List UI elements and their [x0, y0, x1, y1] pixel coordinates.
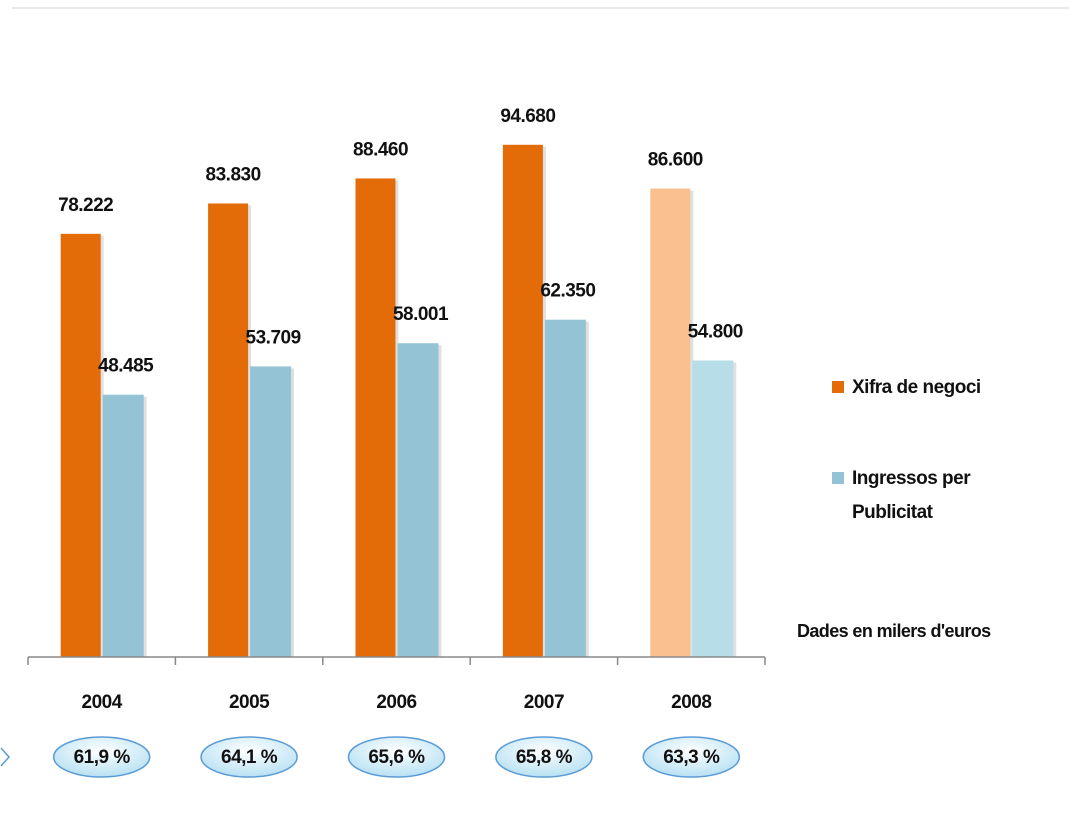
note: Dades en milers d'euros: [797, 621, 991, 641]
bar: [250, 366, 292, 657]
x-tick-label: 2008: [671, 692, 711, 713]
x-tick-label: 2004: [82, 692, 123, 713]
legend-label: Xifra de negoci: [852, 377, 981, 398]
legend-label: Ingressos per Publicitat: [852, 468, 971, 523]
bar: [208, 203, 249, 657]
value-label: 78.222: [58, 195, 113, 216]
legend-item: Ingressos per Publicitat: [832, 462, 1027, 530]
value-label: 62.350: [540, 281, 595, 302]
bar: [60, 233, 101, 658]
ratio-pill: [642, 736, 741, 778]
ratio-label: 63,3 %: [663, 747, 720, 768]
value-label: 54.800: [688, 322, 743, 343]
value-label: 86.600: [648, 150, 703, 171]
x-tick-label: 2007: [524, 692, 564, 713]
ratio-label: 61,9 %: [74, 747, 131, 768]
ratio-pill: [52, 736, 151, 778]
ratio-pill: [200, 736, 298, 778]
value-label: 48.485: [98, 356, 154, 377]
legend-swatch: [832, 381, 844, 393]
legend-swatch: [832, 472, 844, 484]
bar: [397, 343, 439, 657]
value-label: 53.709: [246, 327, 301, 348]
legend-item: Xifra de negoci: [832, 371, 1027, 405]
value-label: 58.001: [393, 304, 449, 325]
bar: [650, 188, 691, 657]
ratio-label: 64,1 %: [221, 747, 278, 768]
bar: [102, 394, 144, 657]
arrow-icon: [0, 747, 11, 767]
ratio-label: 65,8 %: [516, 747, 573, 768]
x-tick-label: 2006: [376, 692, 416, 713]
bar: [355, 178, 396, 657]
value-label: 94.680: [500, 106, 555, 127]
ratio-pill: [495, 736, 593, 778]
x-tick-label: 2005: [229, 692, 270, 713]
ratio-pill: [347, 736, 446, 778]
bar: [502, 144, 543, 658]
value-label: 88.460: [353, 139, 408, 160]
bar: [544, 319, 586, 657]
bar: [692, 360, 734, 657]
ratio-label: 65,6 %: [368, 747, 425, 768]
value-label: 83.830: [206, 164, 261, 185]
